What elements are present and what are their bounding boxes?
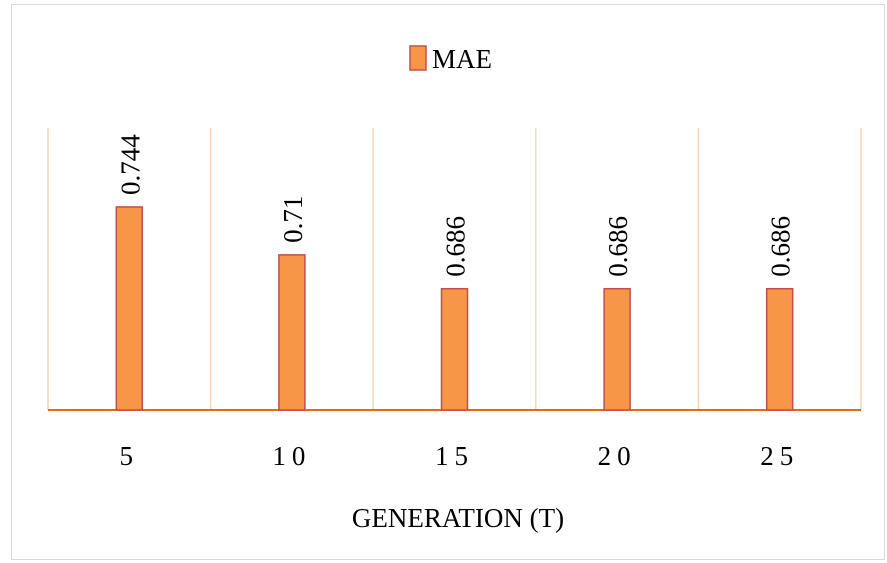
bar-10 bbox=[278, 254, 306, 411]
data-label-10: 0.71 bbox=[278, 196, 308, 243]
x-tick-label: 20 bbox=[598, 441, 637, 471]
data-labels: 0.744 0.71 0.686 0.686 0.686 bbox=[115, 134, 795, 277]
data-label-5: 0.744 bbox=[115, 134, 145, 195]
legend-label-mae: MAE bbox=[432, 44, 492, 74]
bar-15 bbox=[440, 287, 469, 411]
x-axis-title: GENERATION (T) bbox=[352, 503, 564, 533]
data-label-25: 0.686 bbox=[766, 216, 796, 277]
data-label-20: 0.686 bbox=[603, 216, 633, 277]
legend: MAE bbox=[409, 44, 492, 74]
x-tick-label: 15 bbox=[435, 441, 474, 471]
x-tick-label: 25 bbox=[760, 441, 799, 471]
x-tick-label: 10 bbox=[272, 441, 311, 471]
bar-20 bbox=[603, 287, 631, 411]
chart-frame bbox=[11, 4, 885, 560]
x-tick-labels: 5 10 15 20 25 bbox=[120, 441, 799, 471]
bars bbox=[115, 206, 794, 411]
data-label-15: 0.686 bbox=[441, 216, 471, 277]
bar-25 bbox=[765, 287, 794, 411]
legend-swatch bbox=[409, 45, 427, 71]
x-tick-label: 5 bbox=[120, 441, 140, 471]
bar-5 bbox=[115, 206, 144, 411]
